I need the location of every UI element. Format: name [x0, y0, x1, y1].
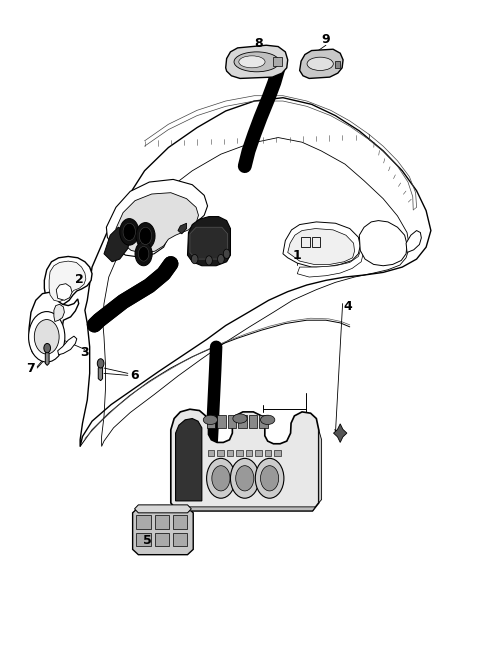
- Polygon shape: [171, 410, 319, 511]
- Polygon shape: [49, 261, 86, 301]
- Circle shape: [192, 254, 198, 263]
- Circle shape: [217, 254, 224, 263]
- Polygon shape: [134, 505, 192, 513]
- Circle shape: [212, 466, 230, 491]
- Bar: [265, 450, 272, 456]
- Ellipse shape: [203, 415, 217, 424]
- Polygon shape: [54, 304, 64, 321]
- Polygon shape: [29, 292, 79, 359]
- Bar: [155, 533, 169, 546]
- Text: 4: 4: [343, 300, 352, 313]
- Circle shape: [255, 458, 284, 498]
- Polygon shape: [98, 365, 103, 381]
- Ellipse shape: [233, 414, 247, 423]
- Polygon shape: [297, 247, 363, 277]
- Polygon shape: [190, 227, 228, 259]
- Bar: [255, 450, 262, 456]
- Circle shape: [206, 458, 235, 498]
- Polygon shape: [178, 223, 187, 234]
- Bar: [136, 533, 151, 546]
- Polygon shape: [58, 336, 77, 355]
- Text: 8: 8: [254, 37, 263, 50]
- Text: 3: 3: [81, 346, 89, 359]
- Circle shape: [136, 223, 155, 249]
- Bar: [227, 450, 233, 456]
- Bar: [136, 516, 151, 529]
- Bar: [173, 516, 187, 529]
- Bar: [275, 450, 281, 456]
- Bar: [217, 450, 224, 456]
- Polygon shape: [334, 424, 347, 442]
- Ellipse shape: [307, 57, 333, 71]
- Polygon shape: [283, 222, 360, 267]
- Polygon shape: [44, 256, 92, 305]
- Circle shape: [123, 223, 135, 241]
- Circle shape: [34, 319, 59, 354]
- Circle shape: [44, 344, 50, 353]
- Text: 2: 2: [75, 273, 84, 285]
- Polygon shape: [107, 179, 207, 257]
- Circle shape: [120, 219, 139, 245]
- Bar: [206, 414, 215, 428]
- Bar: [249, 414, 257, 428]
- Polygon shape: [116, 193, 199, 253]
- Bar: [217, 414, 226, 428]
- Bar: [207, 450, 214, 456]
- Polygon shape: [188, 217, 230, 265]
- Bar: [336, 61, 340, 68]
- Text: 5: 5: [143, 534, 151, 547]
- Circle shape: [29, 311, 65, 362]
- Bar: [173, 533, 187, 546]
- Polygon shape: [132, 508, 193, 555]
- Polygon shape: [319, 430, 322, 503]
- Polygon shape: [80, 97, 431, 446]
- Polygon shape: [226, 45, 288, 79]
- Ellipse shape: [234, 52, 279, 72]
- Text: 6: 6: [131, 369, 139, 382]
- Polygon shape: [288, 229, 355, 264]
- Polygon shape: [176, 418, 202, 501]
- Circle shape: [236, 466, 254, 491]
- Polygon shape: [56, 283, 72, 300]
- Bar: [274, 57, 282, 67]
- Circle shape: [205, 255, 212, 265]
- Polygon shape: [300, 49, 343, 79]
- Bar: [301, 237, 310, 247]
- Text: 9: 9: [322, 33, 330, 47]
- Circle shape: [230, 458, 259, 498]
- Bar: [155, 516, 169, 529]
- Bar: [228, 414, 236, 428]
- Polygon shape: [104, 227, 130, 261]
- Circle shape: [138, 247, 149, 261]
- Polygon shape: [171, 507, 315, 511]
- Ellipse shape: [261, 415, 275, 424]
- Bar: [236, 450, 243, 456]
- Bar: [259, 414, 268, 428]
- Circle shape: [223, 249, 230, 258]
- Text: 7: 7: [25, 362, 35, 376]
- Polygon shape: [406, 231, 421, 253]
- Polygon shape: [360, 221, 407, 265]
- Circle shape: [135, 242, 152, 265]
- Circle shape: [97, 359, 104, 368]
- Text: 1: 1: [293, 249, 301, 261]
- Ellipse shape: [239, 56, 265, 68]
- Polygon shape: [45, 350, 49, 366]
- Circle shape: [261, 466, 279, 491]
- Bar: [246, 450, 252, 456]
- Bar: [238, 414, 247, 428]
- Bar: [312, 237, 320, 247]
- Circle shape: [139, 227, 152, 245]
